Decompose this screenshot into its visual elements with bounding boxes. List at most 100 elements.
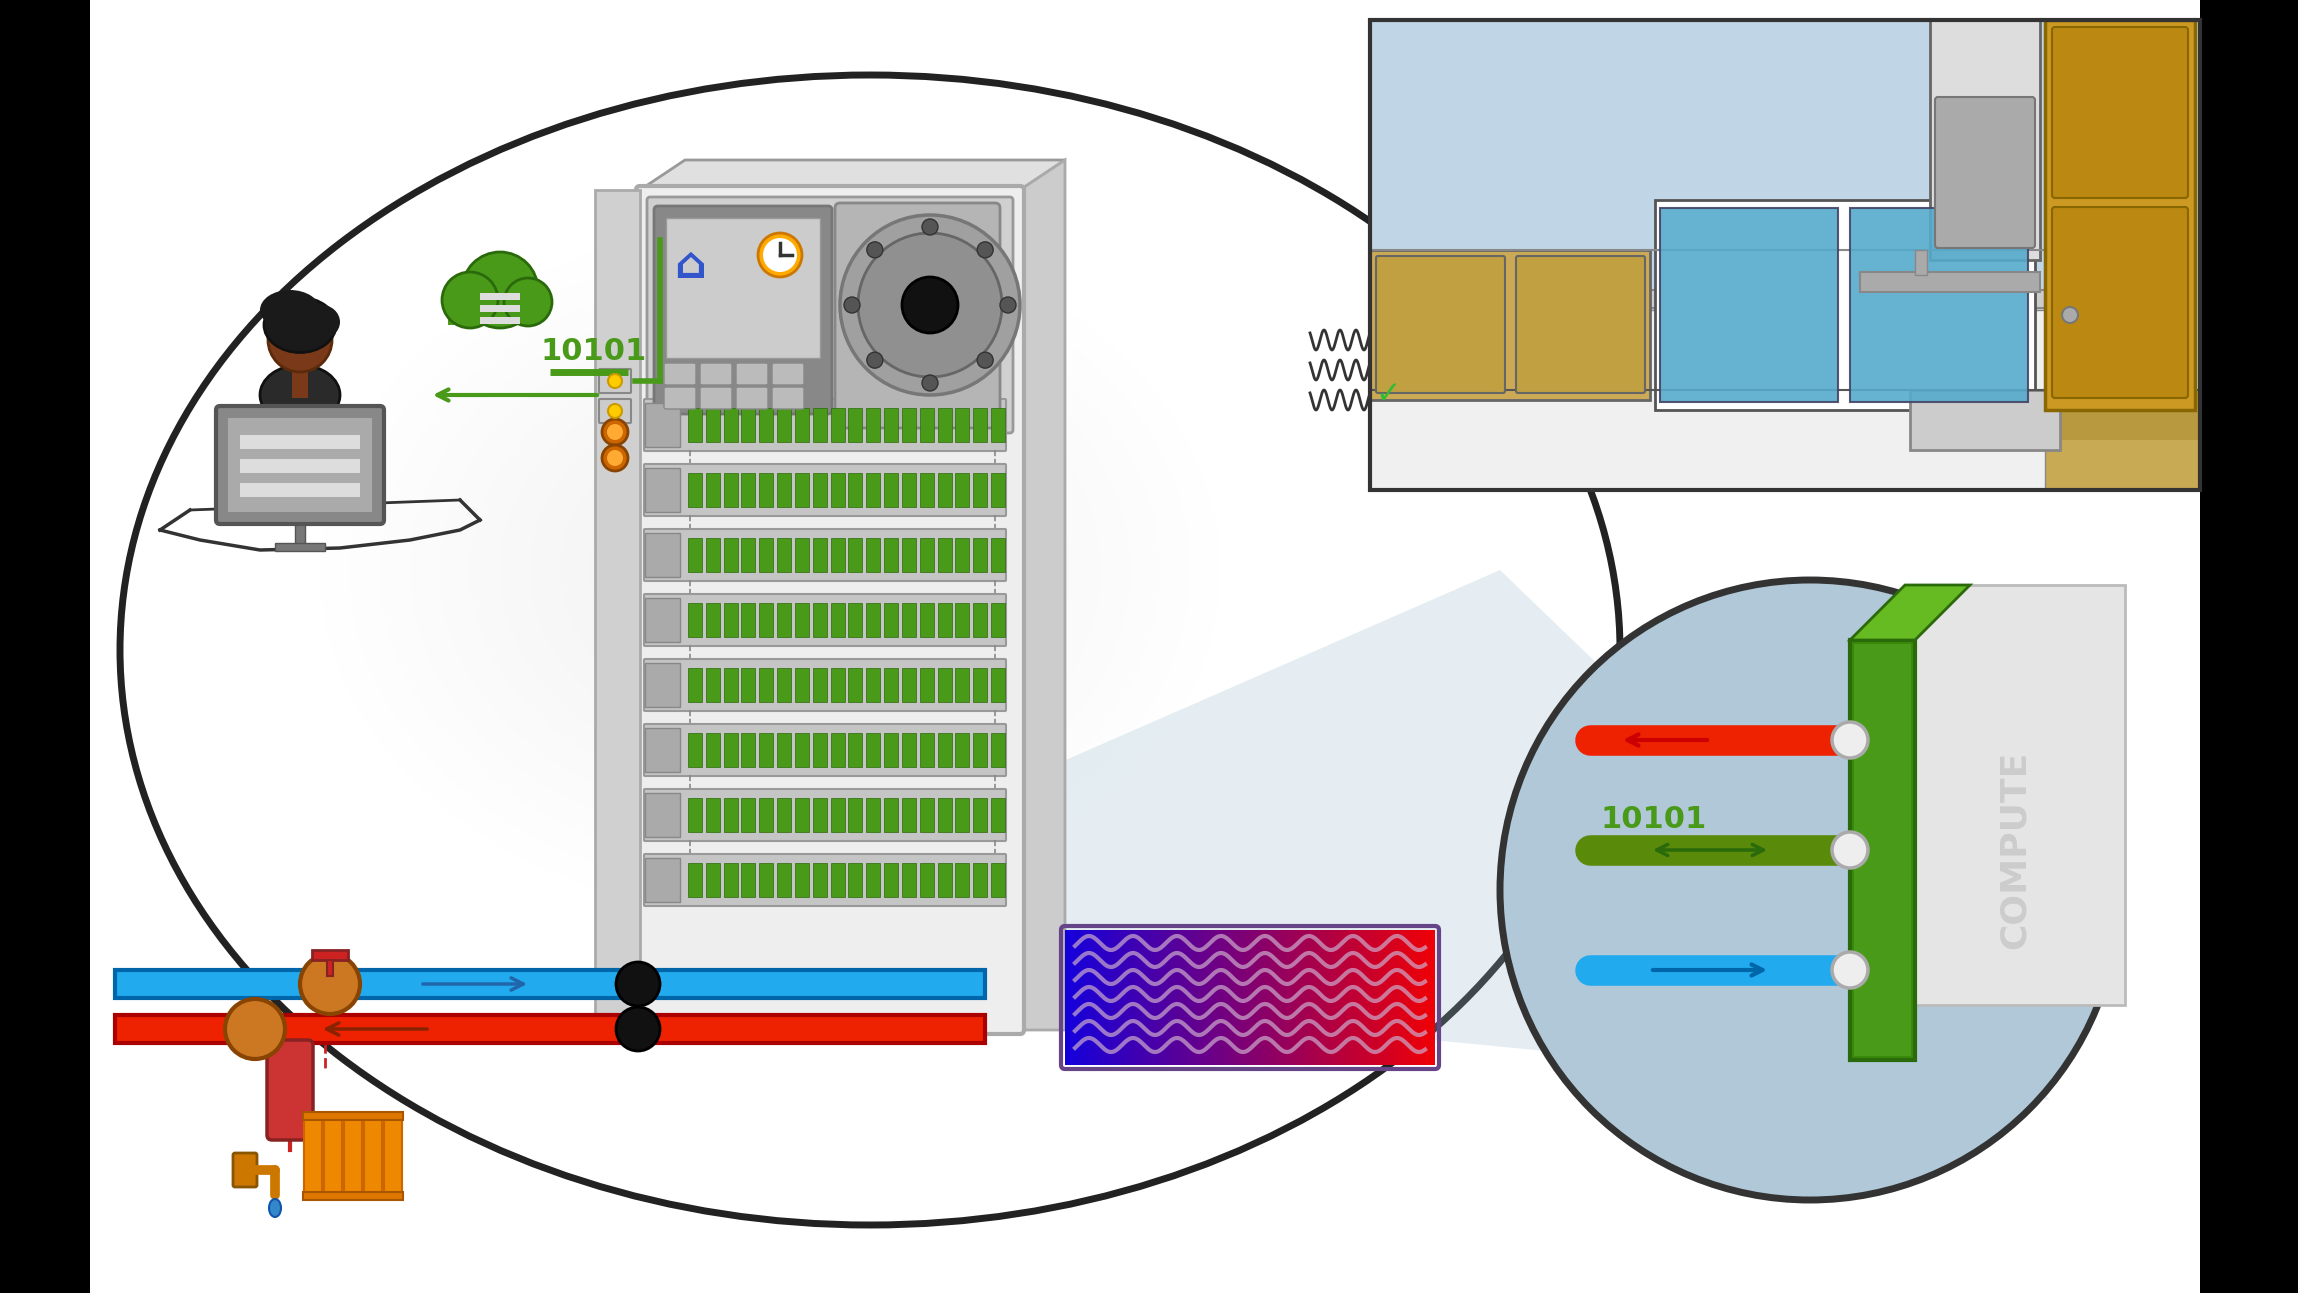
Bar	[990, 733, 1004, 767]
Polygon shape	[641, 160, 1064, 190]
Bar	[742, 862, 756, 897]
FancyBboxPatch shape	[2052, 27, 2188, 198]
Bar	[866, 862, 880, 897]
Bar	[919, 798, 933, 831]
Bar	[901, 862, 917, 897]
Bar	[115, 970, 986, 998]
Circle shape	[225, 999, 285, 1059]
Bar	[1850, 208, 2029, 402]
FancyBboxPatch shape	[267, 1040, 313, 1140]
Circle shape	[269, 308, 331, 372]
Bar	[990, 538, 1004, 572]
Bar	[919, 473, 933, 507]
Circle shape	[607, 424, 623, 440]
Bar	[1370, 310, 2045, 490]
Bar	[901, 733, 917, 767]
Bar	[830, 603, 846, 637]
Bar	[795, 733, 809, 767]
Bar	[901, 409, 917, 442]
Bar	[705, 862, 719, 897]
Bar	[742, 473, 756, 507]
Bar	[724, 733, 738, 767]
Bar	[901, 798, 917, 831]
Bar	[956, 538, 970, 572]
Bar	[777, 603, 791, 637]
Bar	[705, 798, 719, 831]
Bar	[795, 409, 809, 442]
Bar	[228, 418, 372, 512]
Circle shape	[607, 450, 623, 465]
Bar	[705, 668, 719, 702]
FancyBboxPatch shape	[384, 1117, 402, 1193]
Bar	[901, 603, 917, 637]
Bar	[885, 862, 899, 897]
Bar	[848, 473, 862, 507]
Bar	[972, 473, 988, 507]
Bar	[795, 603, 809, 637]
Bar	[956, 409, 970, 442]
Bar	[724, 409, 738, 442]
Bar	[595, 190, 641, 1031]
Circle shape	[609, 403, 623, 418]
Bar	[646, 859, 680, 903]
Bar	[885, 538, 899, 572]
Bar	[866, 798, 880, 831]
Circle shape	[462, 252, 538, 328]
Bar	[938, 668, 951, 702]
FancyBboxPatch shape	[637, 186, 1025, 1034]
Bar	[813, 603, 827, 637]
Bar	[687, 603, 701, 637]
Circle shape	[763, 238, 797, 272]
Bar	[687, 473, 701, 507]
Bar	[687, 668, 701, 702]
Circle shape	[1501, 581, 2121, 1200]
Bar	[646, 663, 680, 707]
Bar	[990, 798, 1004, 831]
Bar	[848, 409, 862, 442]
Polygon shape	[1850, 584, 1969, 640]
Bar	[919, 538, 933, 572]
Bar	[292, 359, 308, 398]
Bar	[777, 862, 791, 897]
Bar	[972, 862, 988, 897]
Bar	[919, 603, 933, 637]
Bar	[742, 798, 756, 831]
Bar	[687, 798, 701, 831]
Bar	[724, 538, 738, 572]
Bar	[866, 603, 880, 637]
Bar	[866, 733, 880, 767]
Bar	[777, 733, 791, 767]
Bar	[972, 668, 988, 702]
Bar	[705, 603, 719, 637]
FancyBboxPatch shape	[735, 387, 768, 409]
Bar	[1655, 200, 2036, 410]
Bar	[795, 668, 809, 702]
Bar	[990, 409, 1004, 442]
Bar	[938, 473, 951, 507]
FancyBboxPatch shape	[701, 387, 733, 409]
FancyBboxPatch shape	[643, 659, 1007, 711]
Bar	[724, 668, 738, 702]
Bar	[687, 862, 701, 897]
Circle shape	[609, 374, 623, 388]
Polygon shape	[1020, 570, 2050, 1100]
Circle shape	[866, 242, 882, 257]
Text: COMPUTE: COMPUTE	[1997, 751, 2031, 949]
FancyBboxPatch shape	[701, 363, 733, 385]
Bar	[795, 538, 809, 572]
Bar	[901, 668, 917, 702]
Circle shape	[977, 242, 993, 257]
FancyBboxPatch shape	[664, 387, 696, 409]
Bar	[1854, 644, 1912, 1056]
Bar	[705, 733, 719, 767]
Bar	[919, 668, 933, 702]
Bar	[830, 538, 846, 572]
Bar	[813, 798, 827, 831]
Bar	[1914, 250, 1928, 275]
Bar	[758, 409, 774, 442]
Bar	[1370, 250, 1650, 400]
Bar	[990, 473, 1004, 507]
Ellipse shape	[301, 304, 340, 340]
Bar	[758, 798, 774, 831]
FancyBboxPatch shape	[643, 724, 1007, 776]
